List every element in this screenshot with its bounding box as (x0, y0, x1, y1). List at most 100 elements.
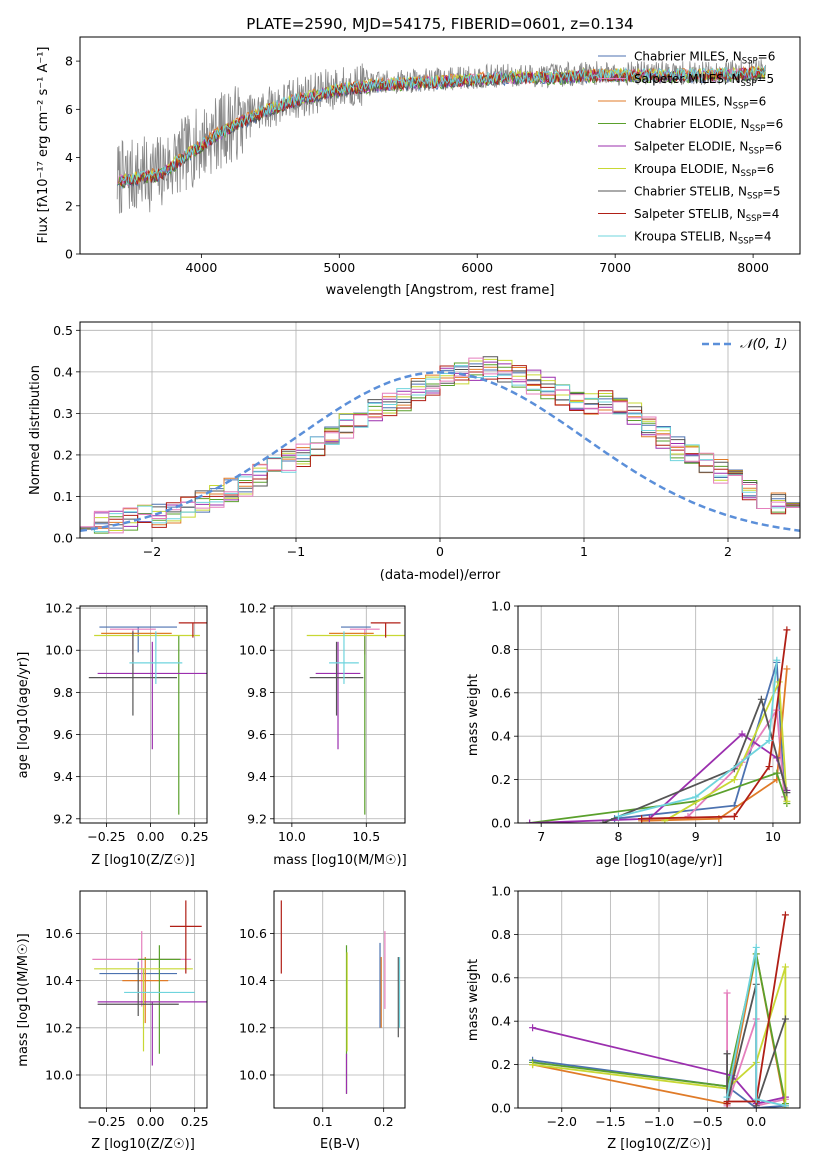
spectrum-ticks: 4000 5000 6000 7000 8000 0 2 4 6 8 (65, 54, 769, 275)
y-tick-label: 0.2 (491, 1057, 511, 1072)
legend-label-end: =5 (763, 185, 781, 199)
massweight-marker (757, 695, 765, 703)
massweight-marker (638, 815, 646, 823)
residuals-plot-area (80, 356, 800, 538)
massweight-line (532, 1026, 786, 1105)
massweight-vs-age-axes-frame (517, 605, 801, 824)
legend-label-subscript: SSP (750, 124, 766, 134)
residual-histogram-step (80, 365, 800, 538)
massweight-line (614, 662, 786, 820)
legend-label-main: Salpeter STELIB, N (634, 207, 746, 221)
massweight-marker (752, 1095, 760, 1103)
massweight-marker (765, 737, 773, 745)
y-tick-label: 0.8 (491, 642, 511, 657)
residuals-ylabel: Normed distribution (28, 365, 43, 495)
residuals-grid (80, 322, 800, 539)
y-tick-label: 9.8 (247, 685, 267, 700)
mass-vs-z-plot-area (92, 900, 207, 1066)
gaussian-legend-label: 𝒩(0, 1) (740, 337, 787, 352)
massweight-vs-z-ylabel: mass weight (466, 959, 481, 1041)
massweight-marker (723, 989, 731, 997)
x-tick-label: 0.25 (181, 829, 209, 844)
x-tick-label: 0.25 (181, 1114, 209, 1129)
massweight-line (726, 947, 786, 1107)
legend-label: Kroupa STELIB, NSSP=4 (634, 230, 772, 247)
massweight-line (532, 1059, 786, 1108)
massweight-marker (781, 963, 789, 971)
y-tick-label: 9.4 (53, 769, 73, 784)
legend-label-subscript: SSP (742, 57, 758, 67)
mass-vs-z-xlabel: Z [log10(Z/Z☉)] (91, 1137, 195, 1152)
x-tick-label: 2 (724, 544, 732, 559)
y-tick-label: 10.0 (239, 643, 267, 658)
x-tick-label: 1 (580, 544, 588, 559)
massweight-marker (599, 819, 607, 823)
y-tick-label: 0.3 (53, 406, 73, 421)
age-vs-mass-axes-frame (273, 605, 406, 824)
y-tick-label: 9.2 (247, 811, 267, 826)
massweight-marker (765, 763, 773, 771)
x-tick-label: 0.00 (137, 829, 165, 844)
y-tick-label: 1.0 (491, 599, 511, 614)
age-vs-z-plot-area (88, 622, 207, 815)
legend-label-end: =6 (756, 162, 774, 176)
x-tick-label: 6000 (461, 260, 493, 275)
x-tick-label: 8000 (737, 260, 769, 275)
massweight-marker (723, 1093, 731, 1101)
massweight-marker (783, 797, 791, 805)
x-tick-label: −0.5 (692, 1114, 722, 1129)
y-tick-label: 10.6 (45, 926, 73, 941)
y-tick-label: 9.4 (247, 769, 267, 784)
mass-vs-ebv-panel: 0.1 0.2 10.0 10.2 10.4 10.6 E(B-V) (239, 890, 406, 1152)
y-tick-label: 0.8 (491, 927, 511, 942)
legend-label-main: Chabrier ELODIE, N (634, 117, 750, 131)
y-tick-label: 10.2 (45, 1020, 73, 1035)
mass-vs-ebv-xlabel: E(B-V) (320, 1137, 360, 1152)
mass-vs-ebv-grid (274, 891, 405, 1108)
massweight-marker (783, 789, 791, 797)
residuals-panel: −2 −1 0 1 2 0.0 0.1 0.2 0.3 0.4 0.5 (data-model)/e… (28, 321, 801, 583)
x-tick-label: 10.5 (352, 829, 380, 844)
residuals-ticks: −2 −1 0 1 2 0.0 0.1 0.2 0.3 0.4 0.5 (53, 323, 732, 559)
legend-label-end: =6 (766, 117, 784, 131)
massweight-marker (526, 819, 534, 823)
massweight-marker (614, 812, 622, 820)
y-tick-label: 4 (65, 150, 73, 165)
spectrum-plot-area (116, 59, 766, 214)
y-tick-label: 8 (65, 54, 73, 69)
massweight-marker (730, 776, 738, 784)
massweight-marker (529, 1024, 537, 1032)
x-tick-label: 7 (537, 829, 545, 844)
massweight-vs-z-panel: −2.0 −1.5 −1.0 −0.5 0.0 0.0 0.2 0.4 0.6 0.8 1.0 Z … (466, 884, 801, 1152)
y-tick-label: 0.4 (491, 1014, 511, 1029)
mass-vs-z-panel: −0.25 0.00 0.25 10.0 10.2 10.4 10.6 Z [log10(Z… (16, 890, 209, 1152)
legend-label-subscript: SSP (741, 79, 757, 89)
massweight-line (641, 629, 788, 820)
y-tick-label: 10.0 (45, 643, 73, 658)
age-vs-mass-panel: 10.0 10.5 9.2 9.4 9.6 9.8 10.0 10.2 mass [log10… (239, 601, 407, 868)
legend-label: Kroupa MILES, NSSP=6 (634, 95, 766, 112)
y-tick-label: 10.6 (239, 926, 267, 941)
legend-label: Chabrier ELODIE, NSSP=6 (634, 117, 783, 134)
x-tick-label: −1.0 (644, 1114, 674, 1129)
massweight-marker (692, 793, 700, 801)
legend-label-end: =4 (762, 207, 780, 221)
spectrum-ylabel: Flux [fλ10⁻¹⁷ erg cm⁻² s⁻¹ A⁻¹] (36, 47, 51, 244)
massweight-vs-age-plot-area (526, 626, 791, 823)
legend-label: Chabrier MILES, NSSP=6 (634, 50, 775, 67)
y-tick-label: 9.2 (53, 811, 73, 826)
age-vs-mass-plot-area (306, 622, 405, 815)
legend-label-subscript: SSP (748, 147, 764, 157)
age-vs-mass-ticks: 10.0 10.5 9.2 9.4 9.6 9.8 10.0 10.2 (239, 601, 380, 844)
y-tick-label: 10.4 (239, 973, 267, 988)
massweight-vs-z-ticks: −2.0 −1.5 −1.0 −0.5 0.0 0.0 0.2 0.4 0.6 0.8 1.0 (491, 884, 766, 1130)
y-tick-label: 2 (65, 198, 73, 213)
legend-label-main: Salpeter MILES, N (634, 72, 741, 86)
x-tick-label: 9 (692, 829, 700, 844)
mass-vs-ebv-ticks: 0.1 0.2 10.0 10.2 10.4 10.6 (239, 926, 393, 1129)
figure-title: PLATE=2590, MJD=54175, FIBERID=0601, z=0… (246, 15, 633, 33)
legend-label: Chabrier STELIB, NSSP=5 (634, 185, 781, 202)
mass-vs-z-ticks: −0.25 0.00 0.25 10.0 10.2 10.4 10.6 (45, 926, 208, 1129)
